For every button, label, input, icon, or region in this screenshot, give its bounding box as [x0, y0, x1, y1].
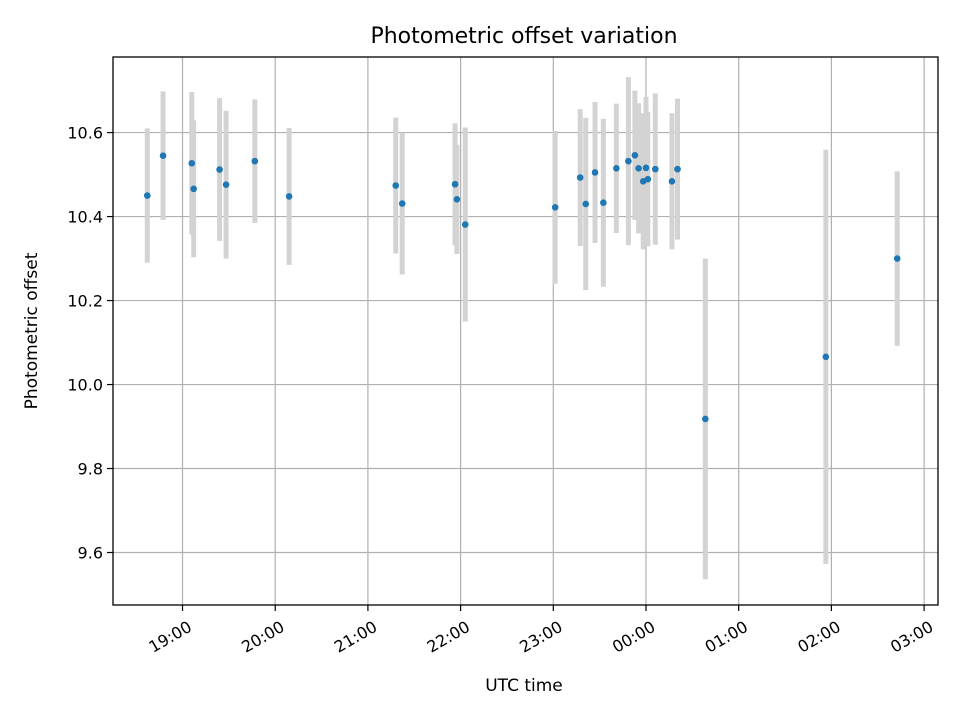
data-point	[398, 200, 406, 207]
chart-title: Photometric offset variation	[370, 24, 677, 49]
data-point	[674, 165, 681, 173]
data-points	[143, 151, 901, 423]
data-point	[461, 221, 469, 228]
data-point	[392, 182, 400, 189]
y-tick-label: 9.6	[78, 544, 103, 563]
data-point	[159, 152, 167, 159]
data-point	[222, 181, 230, 188]
data-point	[576, 174, 584, 181]
data-point	[190, 185, 197, 193]
data-point	[251, 157, 259, 165]
data-point	[188, 159, 196, 167]
data-point	[893, 255, 901, 262]
data-point	[143, 192, 151, 199]
data-point	[551, 204, 559, 211]
data-point	[613, 164, 620, 172]
data-point	[591, 169, 599, 176]
y-axis-label: Photometric offset	[22, 252, 42, 409]
y-tick-label: 10.0	[67, 376, 103, 395]
data-point	[582, 200, 590, 208]
data-point	[651, 165, 659, 173]
data-point	[644, 175, 652, 183]
data-point	[631, 151, 639, 159]
data-point	[600, 199, 607, 207]
data-point	[635, 164, 642, 172]
data-point	[216, 166, 223, 173]
y-tick-label: 10.6	[67, 124, 103, 143]
data-point	[668, 177, 676, 185]
data-point	[285, 193, 293, 200]
data-point	[453, 196, 461, 203]
y-tick-label: 10.4	[67, 208, 103, 227]
data-point	[822, 353, 830, 361]
x-axis-label: UTC time	[485, 676, 563, 696]
y-tick-label: 10.2	[67, 292, 103, 311]
y-tick-label: 9.8	[78, 460, 103, 479]
data-point	[642, 164, 650, 172]
data-point	[625, 157, 632, 165]
plot-frame	[112, 56, 939, 606]
data-point	[702, 415, 709, 423]
data-point	[451, 180, 459, 188]
